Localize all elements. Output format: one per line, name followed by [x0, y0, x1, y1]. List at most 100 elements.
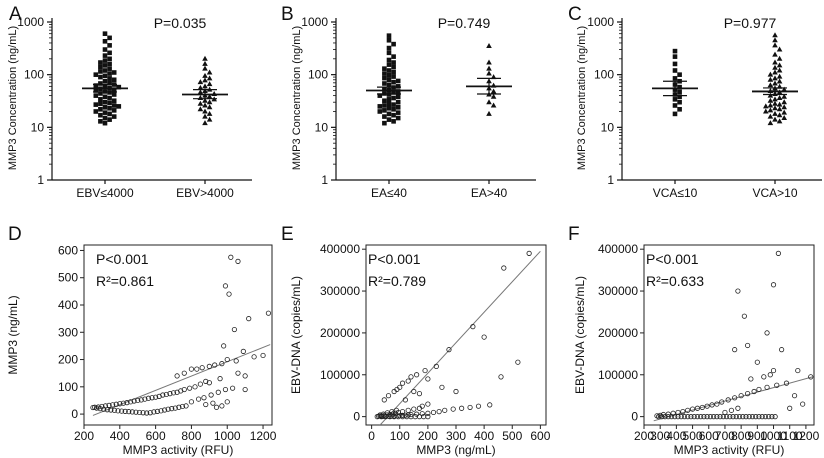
data-point	[158, 408, 164, 414]
data-point	[732, 347, 738, 353]
data-point	[107, 76, 112, 81]
data-point	[395, 78, 401, 84]
x-tick-label: 700	[715, 429, 735, 443]
data-point	[411, 388, 417, 395]
data-point	[487, 402, 493, 408]
data-point	[707, 414, 713, 420]
data-point	[382, 71, 387, 76]
data-point	[102, 68, 108, 73]
data-point	[391, 41, 396, 47]
data-point	[411, 406, 417, 412]
data-point	[399, 380, 406, 386]
data-point	[402, 412, 408, 418]
data-point	[767, 372, 773, 378]
data-point	[377, 109, 383, 114]
data-point	[688, 414, 694, 420]
data-point	[470, 324, 476, 330]
data-point	[727, 414, 733, 420]
data-point	[772, 116, 778, 122]
data-point	[767, 107, 774, 113]
data-point	[135, 397, 141, 404]
data-point	[224, 356, 230, 363]
data-point	[745, 342, 751, 349]
data-point	[102, 105, 108, 110]
y-tick-label: 200	[58, 353, 78, 367]
data-point	[393, 407, 399, 413]
data-point	[776, 101, 783, 107]
data-point	[486, 43, 492, 49]
y-tick-label: 0	[71, 407, 78, 421]
y-tick-label: 300000	[320, 284, 360, 298]
data-point	[767, 71, 774, 77]
data-point	[111, 70, 117, 75]
data-point	[391, 79, 396, 85]
data-point	[772, 75, 778, 81]
y-tick-label: 300	[58, 325, 78, 339]
data-point	[102, 78, 108, 84]
data-point	[668, 414, 675, 420]
data-point	[791, 393, 798, 399]
x-tick-label: 800	[731, 429, 751, 443]
data-point	[408, 411, 414, 418]
data-point	[106, 402, 112, 408]
data-point	[772, 42, 778, 48]
data-point	[740, 414, 746, 420]
data-point	[751, 388, 757, 395]
data-point	[795, 367, 801, 374]
data-point	[391, 54, 396, 59]
data-point	[416, 405, 423, 411]
data-point	[756, 414, 762, 420]
data-point	[206, 99, 213, 105]
data-point	[145, 395, 152, 401]
data-point	[98, 119, 103, 124]
data-point	[416, 391, 423, 397]
data-point	[389, 409, 395, 415]
data-point	[98, 60, 103, 65]
data-point	[657, 412, 663, 418]
data-point	[233, 358, 239, 364]
panel-d: D MMP3 (ng/mL) MMP3 activity (RFU) 0 100 200 3…	[6, 224, 277, 457]
data-point	[107, 100, 112, 106]
data-point	[102, 47, 108, 52]
data-point	[743, 414, 749, 420]
y-tick-label: 10	[601, 120, 615, 134]
data-point	[202, 60, 208, 66]
r-squared-annotation: R²=0.789	[368, 273, 426, 289]
data-point	[762, 414, 769, 420]
data-point	[93, 102, 99, 107]
data-point	[767, 76, 774, 82]
data-point	[131, 398, 137, 404]
data-point	[149, 395, 155, 401]
data-point	[385, 393, 392, 399]
data-point	[111, 103, 117, 108]
data-point	[172, 405, 178, 411]
data-point	[116, 104, 122, 109]
data-point	[381, 397, 387, 403]
data-point	[776, 112, 783, 118]
data-point	[689, 406, 696, 412]
x-tick-label: 100	[390, 429, 410, 443]
data-point	[202, 108, 208, 114]
data-point	[772, 37, 778, 43]
data-point	[665, 411, 671, 417]
data-point	[107, 43, 112, 48]
data-point	[391, 69, 396, 75]
data-point	[486, 70, 492, 76]
data-point	[425, 410, 431, 416]
data-point	[386, 57, 392, 63]
data-point	[111, 108, 117, 113]
data-point	[425, 414, 431, 420]
data-point	[104, 407, 110, 413]
data-point	[242, 386, 248, 393]
data-point	[748, 376, 754, 382]
data-point	[756, 386, 762, 393]
data-point	[93, 405, 100, 411]
data-point	[142, 396, 148, 402]
y-tick-label: 200000	[598, 326, 638, 340]
data-point	[704, 414, 710, 420]
y-tick-label: 1000	[587, 15, 614, 29]
data-point	[222, 386, 229, 393]
y-tick-label: 600	[58, 243, 78, 257]
data-point	[405, 412, 411, 418]
